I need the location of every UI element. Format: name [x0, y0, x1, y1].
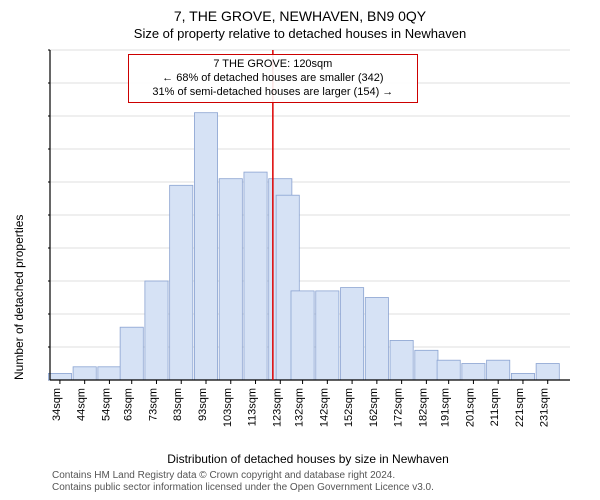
- x-axis-label: Distribution of detached houses by size …: [48, 452, 568, 466]
- svg-text:54sqm: 54sqm: [100, 388, 112, 421]
- svg-text:231sqm: 231sqm: [539, 388, 551, 427]
- svg-text:34sqm: 34sqm: [51, 388, 63, 421]
- svg-text:191sqm: 191sqm: [440, 388, 452, 427]
- info-line-3: 31% of semi-detached houses are larger (…: [135, 86, 411, 100]
- chart-container: 7, THE GROVE, NEWHAVEN, BN9 0QY Size of …: [0, 0, 600, 500]
- svg-text:201sqm: 201sqm: [464, 388, 476, 427]
- info-line-2: ← 68% of detached houses are smaller (34…: [135, 72, 411, 86]
- svg-text:103sqm: 103sqm: [222, 388, 234, 427]
- svg-text:83sqm: 83sqm: [172, 388, 184, 421]
- info-line-1: 7 THE GROVE: 120sqm: [135, 58, 411, 72]
- svg-text:211sqm: 211sqm: [489, 388, 501, 426]
- svg-text:162sqm: 162sqm: [368, 388, 380, 427]
- svg-text:63sqm: 63sqm: [123, 388, 135, 421]
- footer-line-1: Contains HM Land Registry data © Crown c…: [52, 470, 434, 482]
- chart-title: 7, THE GROVE, NEWHAVEN, BN9 0QY: [10, 8, 590, 24]
- chart-subtitle: Size of property relative to detached ho…: [10, 26, 590, 41]
- svg-text:152sqm: 152sqm: [343, 388, 355, 427]
- attribution-footer: Contains HM Land Registry data © Crown c…: [52, 470, 434, 494]
- y-axis-label: Number of detached properties: [12, 215, 26, 380]
- plot-area: 010203040506070809010034sqm44sqm54sqm63s…: [48, 48, 586, 428]
- svg-text:182sqm: 182sqm: [417, 388, 429, 427]
- svg-text:73sqm: 73sqm: [147, 388, 159, 421]
- svg-text:113sqm: 113sqm: [247, 388, 259, 426]
- svg-text:172sqm: 172sqm: [393, 388, 405, 427]
- svg-text:142sqm: 142sqm: [318, 388, 330, 427]
- svg-text:123sqm: 123sqm: [271, 388, 283, 427]
- svg-text:221sqm: 221sqm: [514, 388, 526, 427]
- info-box: 7 THE GROVE: 120sqm ← 68% of detached ho…: [128, 54, 418, 103]
- svg-text:44sqm: 44sqm: [76, 388, 88, 421]
- footer-line-2: Contains public sector information licen…: [52, 482, 434, 494]
- svg-text:93sqm: 93sqm: [197, 388, 209, 421]
- svg-text:132sqm: 132sqm: [294, 388, 306, 427]
